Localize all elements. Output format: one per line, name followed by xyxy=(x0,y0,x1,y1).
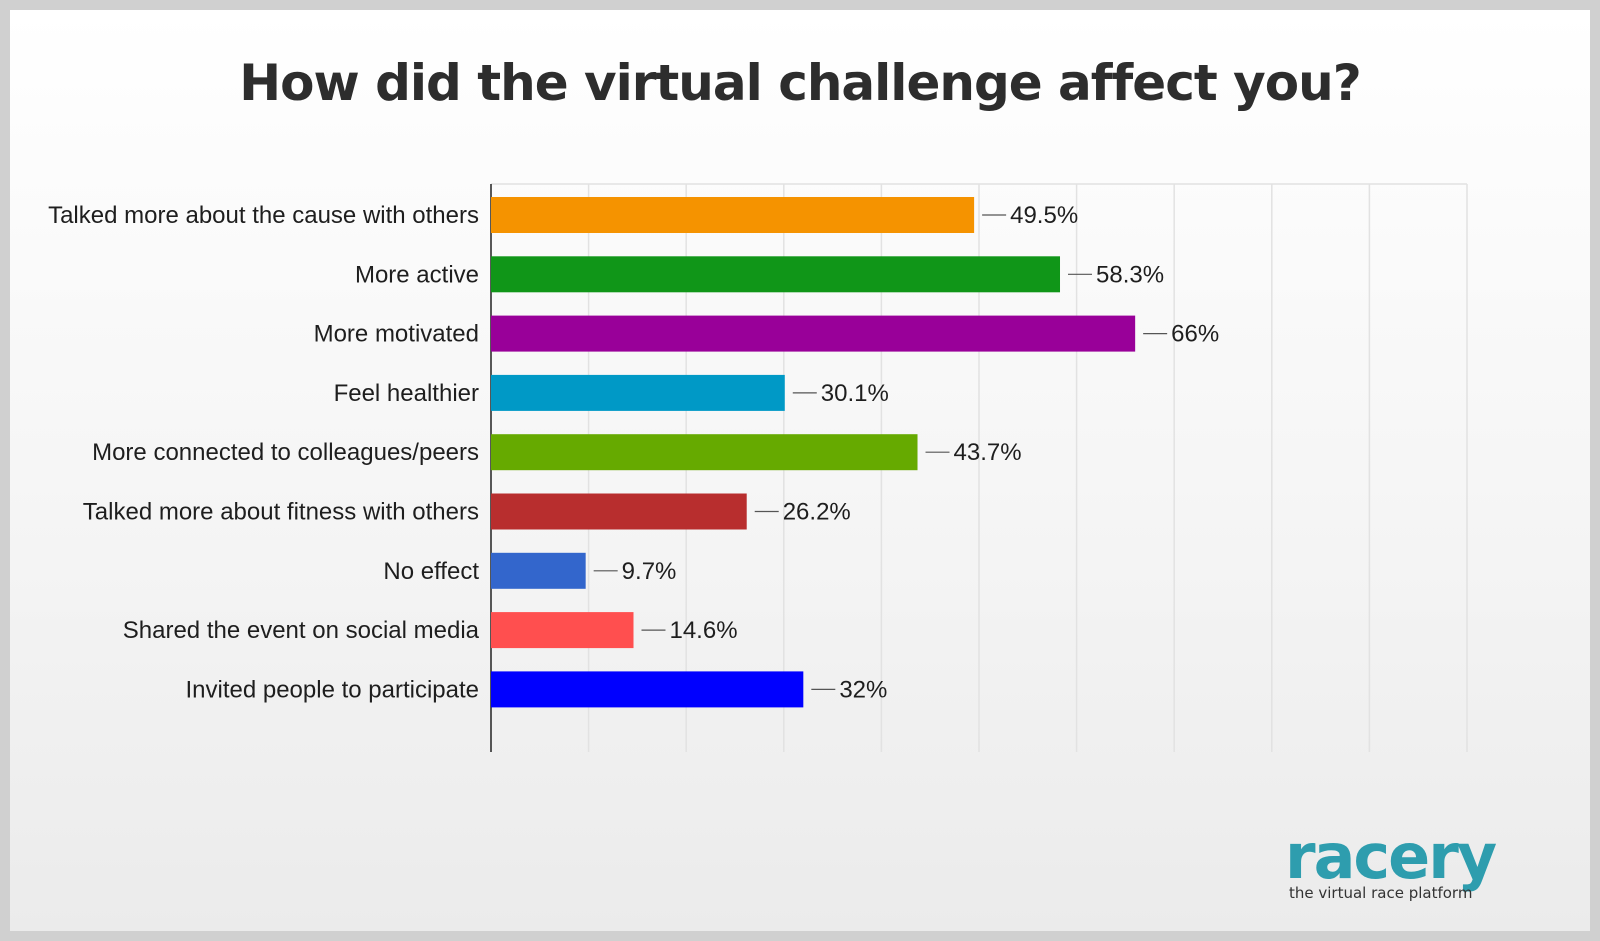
bar xyxy=(491,374,785,411)
bar-chart: Talked more about the cause with others 4… xyxy=(48,183,1468,752)
bar xyxy=(491,256,1061,293)
bar xyxy=(491,493,747,530)
value-label: 14.6% xyxy=(669,617,737,644)
category-label: Shared the event on social media xyxy=(123,617,480,644)
value-label: 30.1% xyxy=(821,380,889,407)
category-label: More connected to colleagues/peers xyxy=(92,439,479,466)
category-label: More active xyxy=(355,261,479,288)
bars xyxy=(491,197,1136,708)
chart-title: How did the virtual challenge affect you… xyxy=(239,54,1361,112)
category-label: Talked more about the cause with others xyxy=(48,202,479,229)
value-label: 26.2% xyxy=(783,499,851,526)
bar xyxy=(491,612,634,649)
value-label: 66% xyxy=(1171,321,1219,348)
category-label: Talked more about fitness with others xyxy=(83,499,479,526)
category-label: Feel healthier xyxy=(334,380,479,407)
value-label: 43.7% xyxy=(954,439,1022,466)
value-label: 9.7% xyxy=(622,558,677,585)
category-label: No effect xyxy=(383,558,479,585)
labels: Talked more about the cause with others 4… xyxy=(48,202,1219,703)
bar xyxy=(491,434,918,471)
chart-card: How did the virtual challenge affect you… xyxy=(10,10,1590,931)
logo-tagline: the virtual race platform xyxy=(1289,884,1473,902)
value-label: 32% xyxy=(839,676,887,703)
value-label: 58.3% xyxy=(1096,261,1164,288)
logo-wordmark: racery xyxy=(1285,820,1497,893)
bar xyxy=(491,671,804,708)
value-label: 49.5% xyxy=(1010,202,1078,229)
bar xyxy=(491,197,975,233)
bar xyxy=(491,315,1136,352)
category-label: Invited people to participate xyxy=(185,676,479,703)
bar xyxy=(491,552,586,589)
category-label: More motivated xyxy=(314,321,479,348)
racery-logo: racery the virtual race platform xyxy=(1285,826,1545,908)
